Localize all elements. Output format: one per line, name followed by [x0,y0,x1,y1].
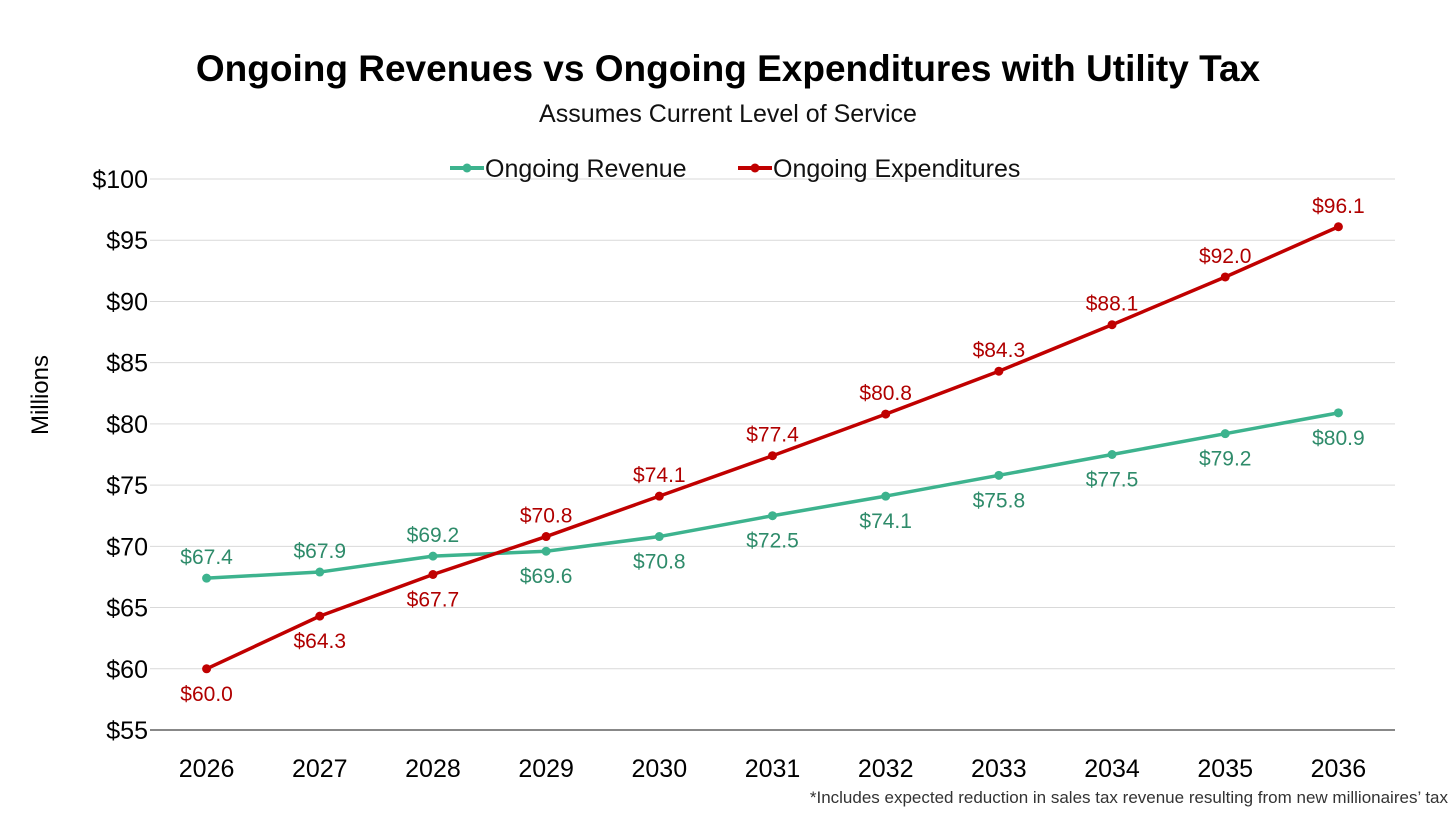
data-point [202,573,212,583]
data-label: $67.7 [407,588,460,611]
data-point [1107,450,1117,459]
data-label: $75.8 [973,489,1026,512]
data-label: $74.1 [633,464,686,487]
data-label: $80.8 [859,382,912,405]
data-point [1333,222,1343,232]
data-label: $77.5 [1086,469,1139,492]
data-label: $74.1 [859,510,912,533]
data-point [1220,429,1230,439]
data-label: $77.4 [746,424,799,447]
y-tick-label: $55 [106,717,148,745]
data-label: $70.8 [520,505,573,528]
data-point [1220,272,1230,282]
legend-marker [750,163,760,173]
data-point [994,470,1004,480]
x-tick-label: 2026 [179,755,235,783]
chart-title: Ongoing Revenues vs Ongoing Expenditures… [195,48,1261,89]
data-label: $69.2 [407,524,460,547]
y-tick-label: $65 [106,595,148,623]
y-tick-label: $60 [106,656,148,684]
data-point [202,664,212,674]
data-label: $92.0 [1199,245,1252,268]
x-tick-label: 2029 [518,755,574,783]
x-tick-label: 2032 [858,755,914,783]
data-point [654,491,664,501]
chart-subtitle: Assumes Current Level of Service [539,100,917,128]
data-label: $84.3 [973,339,1026,362]
x-tick-label: 2036 [1311,755,1367,783]
data-label: $69.6 [520,565,573,588]
x-tick-label: 2033 [971,755,1027,783]
data-label: $80.9 [1312,427,1365,450]
legend-label: Ongoing Revenue [485,155,687,183]
x-tick-label: 2034 [1084,755,1140,783]
data-point [541,532,551,542]
data-point [315,611,325,621]
legend-label: Ongoing Expenditures [773,155,1020,183]
y-tick-label: $90 [106,288,148,316]
data-point [428,551,438,561]
series-line-expenditures [205,225,1340,671]
y-tick-label: $70 [106,533,148,561]
data-label: $60.0 [180,683,233,706]
y-axis-label: Millions [27,355,54,435]
data-point [315,567,325,577]
data-label: $72.5 [746,530,799,553]
x-tick-label: 2028 [405,755,461,783]
data-point [768,511,777,521]
y-tick-label: $95 [106,227,148,255]
data-point [541,546,551,556]
y-tick-label: $75 [106,472,148,500]
y-tick-label: $80 [106,411,148,439]
data-point [881,491,891,501]
data-point [881,409,891,419]
data-point [768,451,777,461]
x-tick-label: 2027 [292,755,348,783]
data-point [428,569,438,579]
y-tick-label: $85 [106,350,148,378]
data-label: $88.1 [1086,293,1139,316]
data-label: $64.3 [293,630,346,653]
data-point [994,366,1004,376]
data-point [654,532,664,542]
data-label: $70.8 [633,551,686,574]
footnote: *Includes expected reduction in sales ta… [809,788,1448,807]
x-tick-label: 2035 [1197,755,1253,783]
data-label: $96.1 [1312,195,1365,218]
data-point [1333,408,1343,418]
y-tick-label: $100 [92,166,148,194]
data-point [1107,320,1117,330]
x-tick-label: 2031 [745,755,801,783]
legend-marker [462,163,472,173]
data-label: $67.4 [180,546,233,569]
data-label: $79.2 [1199,448,1252,471]
x-tick-label: 2030 [632,755,688,783]
data-label: $67.9 [293,540,346,563]
